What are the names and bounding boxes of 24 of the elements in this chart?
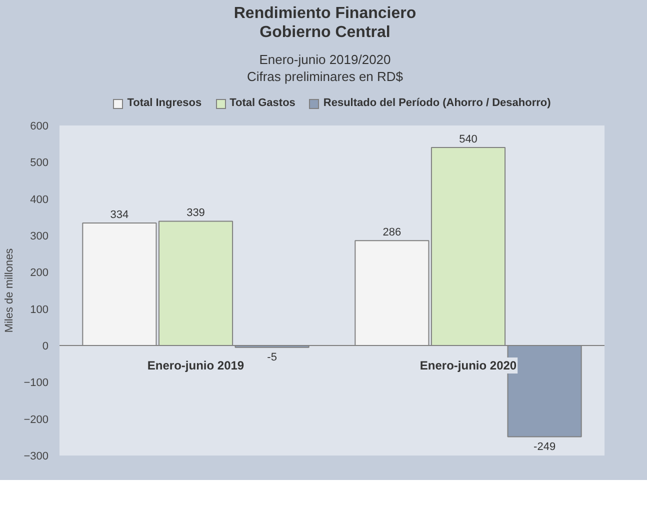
y-tick-label: 100 <box>30 304 49 316</box>
x-tick-label: Enero-junio 2019 <box>147 358 244 373</box>
chart-subtitle: Enero-junio 2019/2020 Cifras preliminares en RD$ <box>246 52 404 85</box>
legend-label: Total Ingresos <box>127 96 202 109</box>
y-tick-label: −200 <box>24 414 49 426</box>
legend-label: Total Gastos <box>230 96 296 109</box>
y-tick-label: 600 <box>30 120 49 133</box>
y-axis-title: Miles de millones <box>4 248 16 334</box>
data-label: 286 <box>382 226 402 239</box>
y-tick-label: −300 <box>24 450 49 463</box>
data-label: 334 <box>110 209 129 222</box>
data-label: -5 <box>267 352 277 364</box>
chart-title: Rendimiento Financiero Gobierno Central <box>234 4 416 42</box>
data-label: 540 <box>459 134 478 146</box>
data-label: 339 <box>186 208 205 220</box>
y-tick-label: 0 <box>42 340 49 353</box>
y-tick-label: 400 <box>30 194 49 206</box>
y-tick-label: 200 <box>30 268 49 280</box>
x-tick-label: Enero-junio 2020 <box>420 358 517 373</box>
y-tick-label: 500 <box>30 158 49 170</box>
y-tick-label: −100 <box>24 378 49 390</box>
legend-label: Resultado del Período (Ahorro / Desahorro) <box>323 96 551 109</box>
y-tick-label: 300 <box>30 230 49 243</box>
data-label: -249 <box>534 441 556 454</box>
